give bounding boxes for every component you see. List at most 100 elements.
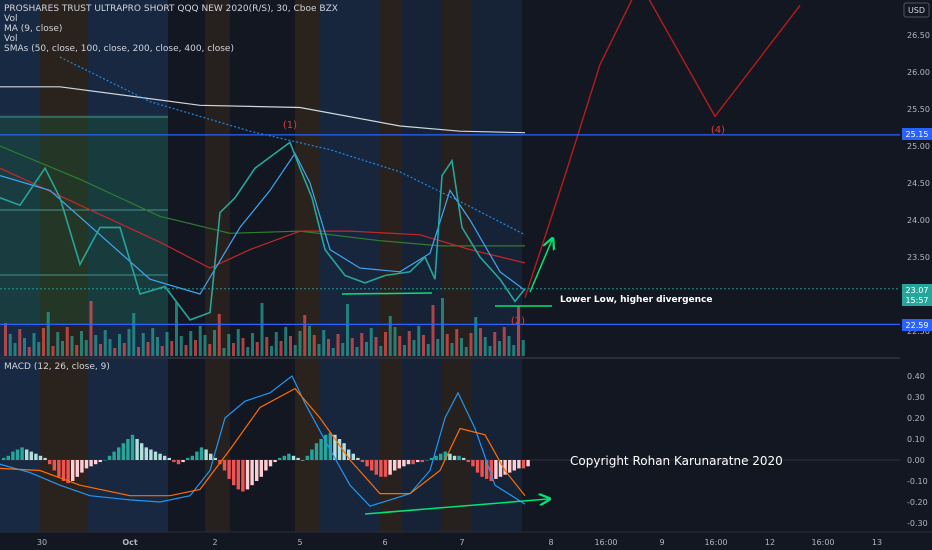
volume-bar [56,332,60,356]
volume-bar [293,345,297,356]
macd-histogram-bar [38,455,43,460]
time-axis[interactable] [0,532,932,550]
price-badge-last: 23.07 15:57 [902,284,932,306]
support-line [341,292,433,295]
macd-histogram-bar [301,460,305,461]
macd-histogram-bar [48,460,52,465]
volume-bar [103,330,107,356]
volume-bar [70,336,74,356]
macd-histogram-bar [2,457,6,460]
macd-histogram-bar [126,439,130,460]
time-tick-label: 8 [548,538,553,547]
macd-tick-label: 0.10 [907,435,925,444]
volume-bar [464,347,468,356]
volume-bar [32,333,36,356]
macd-histogram-bar [324,434,328,460]
volume-bar [151,328,155,356]
volume-bar [227,334,231,356]
time-tick-label: 12 [765,538,775,547]
macd-histogram-bar [503,460,507,475]
volume-bar [179,336,183,356]
macd-histogram-bar [236,460,240,490]
volume-bar [341,343,345,356]
macd-histogram-bar [406,460,411,465]
symbol-title[interactable]: PROSHARES TRUST ULTRAPRO SHORT QQQ NEW 2… [4,4,338,14]
macd-histogram-bar [213,457,217,460]
macd-histogram-bar [11,451,15,460]
macd-histogram-bar [273,460,277,463]
volume-bar [170,341,174,356]
volume-bar [379,346,383,356]
macd-histogram-bar [411,460,415,465]
volume-bar [113,348,117,356]
volume-bar [517,306,520,356]
time-tick-label: 16:00 [704,538,727,547]
macd-histogram-bar [25,449,29,460]
session-band [0,0,40,532]
macd-histogram-bar [291,455,296,460]
macd-histogram-bar [264,460,268,471]
macd-histogram-bar [232,460,236,486]
volume-bar [479,328,482,356]
macd-histogram-bar [149,449,153,460]
macd-histogram-bar [163,455,167,460]
price-tick-label: 22.50 [907,327,930,336]
volume-bar [208,344,212,356]
horizontal-lines [0,134,900,325]
volume-bar [232,343,235,356]
volume-bar [260,303,264,356]
volume-bar [165,332,169,356]
price-axis[interactable] [900,0,932,532]
indicator-vol-2[interactable]: Vol [4,34,18,44]
time-tick-label: 16:00 [811,538,834,547]
copyright-text: Copyright Rohan Karunaratne 2020 [570,454,783,468]
price-tick-label: 23.50 [907,253,930,262]
macd-histogram-bar [121,443,125,460]
indicator-smas[interactable]: SMAs (50, close, 100, close, 200, close,… [4,44,234,54]
volume-bar [298,331,302,356]
macd-tick-label: -0.20 [907,498,928,507]
macd-histogram-bar [425,460,429,461]
macd-histogram-bar [388,460,392,475]
macd-histogram-bar [172,460,176,463]
indicator-vol[interactable]: Vol [4,14,18,24]
macd-histogram-bar [80,460,84,473]
volume-bar [246,347,250,356]
indicator-ma[interactable]: MA (9, close) [4,24,63,34]
volume-bar [37,342,41,356]
wave-label-1: (1) [283,120,297,131]
macd-histogram-bar [356,457,360,460]
volume-bar [407,331,411,356]
macd-histogram-bar [333,434,337,460]
macd-histogram-bar [112,451,116,460]
volume-bar [474,317,478,356]
volume-bar [265,337,269,356]
macd-histogram-bar [190,455,194,460]
volume-bar [355,347,359,356]
macd-histogram-bar [241,460,245,492]
macd-histogram-bar [521,460,526,469]
volume-bar [374,337,378,356]
volume-bar [46,312,50,356]
volume-bar [75,345,79,356]
bar-countdown: 15:57 [905,296,928,305]
time-axis-labels: 30 Oct 2 5 6 7 8 16:00 9 16:00 12 16:00 13 [37,538,882,547]
macd-histogram-bar [222,460,227,471]
time-tick-label: 16:00 [594,538,617,547]
macd-histogram-bar [319,439,323,460]
volume-bar [327,339,330,356]
currency-button[interactable]: USD [903,2,930,18]
macd-histogram-bar [379,460,383,477]
macd-histogram-bar [347,449,351,460]
time-tick-label: 2 [212,538,217,547]
volume-bar [189,331,193,356]
volume-bar [488,346,492,356]
macd-histogram-bar [130,434,135,460]
drawings [341,240,552,307]
macd-histogram-bar [20,447,24,460]
macd-histogram-bar [89,460,93,467]
volume-bar [431,305,435,356]
volume-bar [80,331,83,356]
macd-legend[interactable]: MACD (12, 26, close, 9) [4,362,110,372]
volume-bar [469,333,473,356]
